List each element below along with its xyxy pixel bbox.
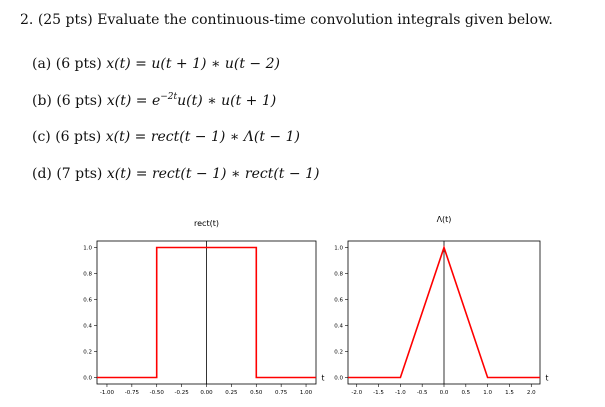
x-axis-label: t (322, 374, 325, 383)
part-lhs: x(t) (106, 93, 132, 109)
part-c: (c) (6 pts) x(t) = rect(t − 1) ∗ Λ(t − 1… (32, 129, 300, 145)
part-equals: = (135, 166, 148, 182)
x-tick-label: -1.5 (373, 390, 384, 396)
part-b: (b) (6 pts) x(t) = e−2tu(t) ∗ u(t + 1) (32, 92, 277, 110)
part-d: (d) (7 pts) x(t) = rect(t − 1) ∗ rect(t … (32, 166, 319, 182)
y-tick-label: 0.4 (83, 324, 92, 330)
x-tick-label: 1.00 (300, 390, 313, 396)
y-tick-label: 0.0 (83, 376, 92, 382)
part-points: (6 pts) (56, 93, 103, 109)
part-rhs: rect(t − 1) ∗ Λ(t − 1) (150, 129, 300, 145)
x-tick-label: 0.00 (200, 390, 213, 396)
chart-2: -2.0 -1.5 -1.0 -0.5 0.0 0.5 1.0 1.5 2.0 0.0 0.2 0.4… (334, 215, 548, 396)
part-equals: = (135, 56, 147, 72)
part-label: (a) (32, 56, 52, 72)
x-tick-label: -1.0 (395, 390, 406, 396)
part-rhs-base: e (151, 93, 161, 109)
part-equals: = (134, 129, 147, 145)
x-tick-label: -1.00 (100, 390, 115, 396)
x-tick-label: 1.5 (505, 390, 514, 396)
y-tick-label: 0.6 (334, 298, 343, 304)
y-tick-label: 0.0 (334, 376, 343, 382)
y-tick-label: 0.2 (334, 350, 343, 356)
x-tick-label: 0.5 (461, 390, 470, 396)
x-tick-label: 0.25 (225, 390, 238, 396)
y-tick-label: 0.8 (83, 272, 92, 278)
chart-title: Λ(t) (437, 215, 452, 224)
part-rhs-rest: u(t) ∗ u(t + 1) (177, 93, 277, 109)
series-line (97, 246, 316, 379)
part-label: (d) (32, 166, 52, 182)
part-label: (c) (32, 129, 51, 145)
x-tick-label: -0.5 (417, 390, 428, 396)
part-label: (b) (32, 93, 52, 109)
chart-1: -1.00 -0.75 -0.50 -0.25 0.00 0.25 0.50 0.75 1.00… (83, 219, 324, 396)
part-points: (7 pts) (56, 166, 103, 182)
x-tick-label: 1.0 (483, 390, 492, 396)
part-points: (6 pts) (55, 56, 102, 72)
part-lhs: x(t) (106, 56, 131, 72)
problem-points: (25 pts) (37, 12, 93, 28)
part-rhs: u(t + 1) ∗ u(t − 2) (151, 56, 280, 72)
y-tick-label: 0.8 (334, 272, 343, 278)
x-tick-label: 2.0 (527, 390, 536, 396)
series-line (348, 244, 540, 379)
part-rhs-exponent: −2t (160, 92, 178, 102)
y-tick-label: 1.0 (83, 246, 92, 252)
x-tick-label: -0.75 (125, 390, 140, 396)
part-a: (a) (6 pts) x(t) = u(t + 1) ∗ u(t − 2) (32, 56, 280, 72)
y-tick-label: 0.2 (83, 350, 92, 356)
part-equals: = (135, 93, 148, 109)
part-lhs: x(t) (106, 166, 132, 182)
problem-number: 2. (20, 12, 34, 28)
x-tick-label: -0.25 (174, 390, 189, 396)
part-rhs: rect(t − 1) ∗ rect(t − 1) (151, 166, 320, 182)
y-tick-label: 0.4 (334, 324, 343, 330)
x-axis-label: t (546, 374, 549, 383)
part-rhs: e−2tu(t) ∗ u(t + 1) (151, 92, 277, 110)
x-tick-label: 0.0 (440, 390, 449, 396)
y-tick-label: 0.6 (83, 298, 92, 304)
chart-title: rect(t) (194, 219, 219, 228)
x-tick-label: -0.50 (150, 390, 165, 396)
x-tick-label: 0.75 (275, 390, 288, 396)
problem-title: 2. (25 pts) Evaluate the continuous-time… (20, 12, 553, 28)
x-tick-label: 0.50 (250, 390, 263, 396)
y-tick-label: 1.0 (334, 246, 343, 252)
part-points: (6 pts) (55, 129, 102, 145)
part-lhs: x(t) (105, 129, 131, 145)
problem-instruction: Evaluate the continuous-time convolution… (97, 12, 553, 28)
x-tick-label: -2.0 (351, 390, 362, 396)
